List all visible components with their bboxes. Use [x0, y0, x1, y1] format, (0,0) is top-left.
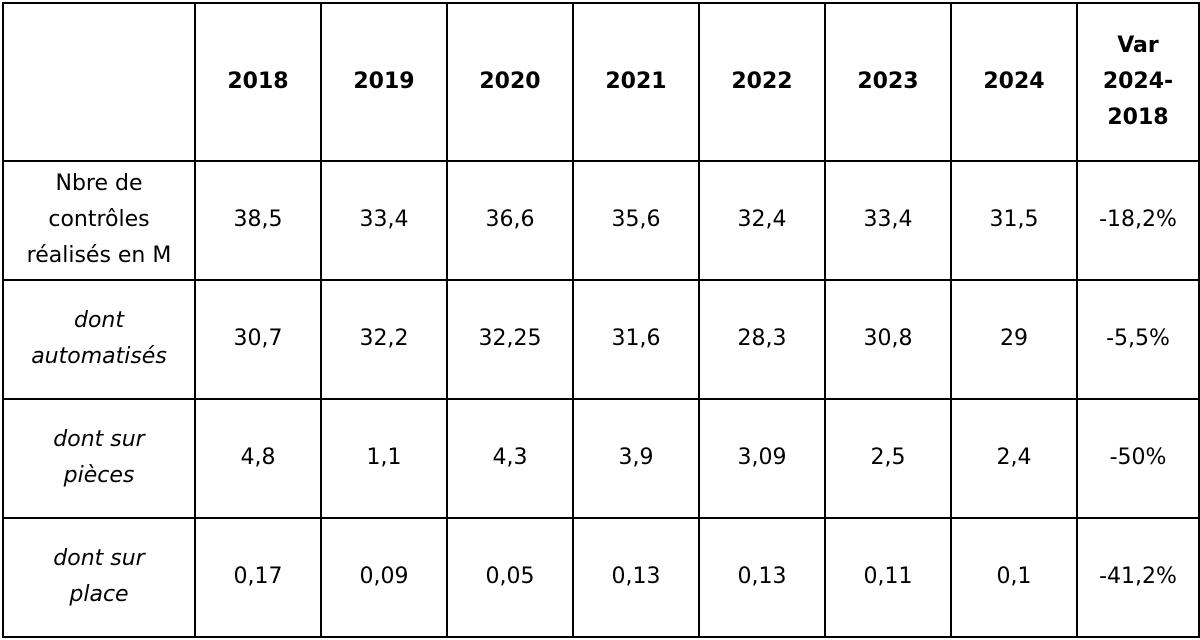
column-header: 2019	[320, 2, 448, 162]
value-cell: 1,1	[320, 397, 448, 519]
variation-cell: -18,2%	[1076, 159, 1200, 281]
value-cell: 30,8	[824, 278, 952, 400]
value-cell: 2,4	[950, 397, 1078, 519]
value-cell: 32,4	[698, 159, 826, 281]
column-header: 2024	[950, 2, 1078, 162]
header-corner-cell	[2, 2, 196, 162]
value-cell: 36,6	[446, 159, 574, 281]
value-cell: 32,25	[446, 278, 574, 400]
value-cell: 4,8	[194, 397, 322, 519]
value-cell: 0,1	[950, 516, 1078, 639]
table-row: dont sur place 0,17 0,09 0,05 0,13 0,13 0,11 0,1…	[2, 516, 1200, 639]
column-header: Var 2024- 2018	[1076, 2, 1200, 162]
value-cell: 35,6	[572, 159, 700, 281]
row-label: dont automatisés	[2, 278, 196, 400]
column-header: 2021	[572, 2, 700, 162]
row-label: Nbre de contrôles réalisés en M	[2, 159, 196, 281]
value-cell: 0,17	[194, 516, 322, 639]
column-header: 2022	[698, 2, 826, 162]
variation-cell: -5,5%	[1076, 278, 1200, 400]
column-header: 2023	[824, 2, 952, 162]
value-cell: 31,6	[572, 278, 700, 400]
variation-cell: -50%	[1076, 397, 1200, 519]
table-row: Nbre de contrôles réalisés en M 38,5 33,4 36,…	[2, 159, 1200, 281]
row-label: dont sur pièces	[2, 397, 196, 519]
column-header: 2018	[194, 2, 322, 162]
value-cell: 32,2	[320, 278, 448, 400]
header-row: 2018 2019 2020 2021 2022 2023 2024 Var 2024- 2018	[2, 2, 1200, 162]
table-row: dont sur pièces 4,8 1,1 4,3 3,9 3,09 2,5 2,4 -50%	[2, 397, 1200, 519]
table-row: dont automatisés 30,7 32,2 32,25 31,6 28,3 30,8…	[2, 278, 1200, 400]
column-header: 2020	[446, 2, 574, 162]
value-cell: 3,09	[698, 397, 826, 519]
value-cell: 4,3	[446, 397, 574, 519]
value-cell: 33,4	[320, 159, 448, 281]
value-cell: 0,13	[572, 516, 700, 639]
value-cell: 29	[950, 278, 1078, 400]
value-cell: 33,4	[824, 159, 952, 281]
value-cell: 2,5	[824, 397, 952, 519]
row-label: dont sur place	[2, 516, 196, 639]
value-cell: 0,11	[824, 516, 952, 639]
value-cell: 0,13	[698, 516, 826, 639]
value-cell: 0,05	[446, 516, 574, 639]
value-cell: 0,09	[320, 516, 448, 639]
variation-cell: -41,2%	[1076, 516, 1200, 639]
value-cell: 31,5	[950, 159, 1078, 281]
value-cell: 3,9	[572, 397, 700, 519]
value-cell: 30,7	[194, 278, 322, 400]
value-cell: 38,5	[194, 159, 322, 281]
value-cell: 28,3	[698, 278, 826, 400]
